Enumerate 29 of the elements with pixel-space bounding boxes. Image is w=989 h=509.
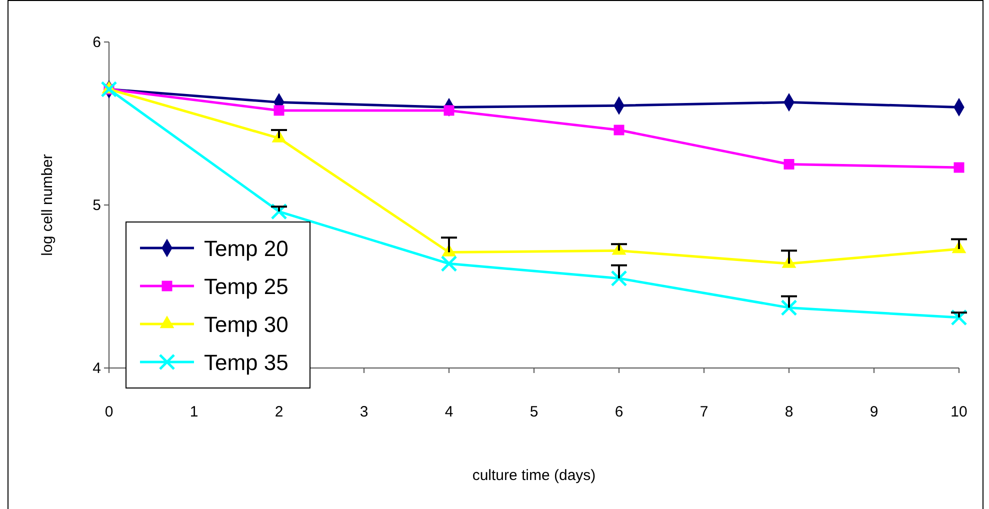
y-axis-title: log cell number xyxy=(39,154,56,256)
x-tick-label: 8 xyxy=(784,404,794,421)
x-tick-label: 4 xyxy=(444,404,454,421)
point xyxy=(610,270,628,287)
x-tick-label: 6 xyxy=(614,404,624,421)
point xyxy=(440,255,458,272)
legend-label: Temp 35 xyxy=(204,350,288,375)
x-tick-label: 3 xyxy=(360,404,368,421)
x-tick-label: 0 xyxy=(104,404,114,421)
point xyxy=(784,159,794,170)
x-axis-title: culture time (days) xyxy=(472,467,596,484)
point xyxy=(274,105,284,116)
legend-label: Temp 30 xyxy=(204,312,288,337)
x-tick-label: 2 xyxy=(274,404,284,421)
point xyxy=(614,124,624,136)
y-tick-label: 4 xyxy=(92,360,101,377)
point xyxy=(954,162,964,173)
x-tick-label: 5 xyxy=(530,404,538,421)
y-tick-label: 6 xyxy=(92,34,101,51)
point xyxy=(780,299,798,316)
point xyxy=(100,81,118,98)
legend-label: Temp 20 xyxy=(204,236,288,261)
x-tick-label: 10 xyxy=(950,404,968,421)
x-tick-label: 7 xyxy=(700,404,708,421)
x-tick-label: 9 xyxy=(870,404,878,421)
y-tick-label: 5 xyxy=(92,196,101,214)
point xyxy=(444,105,454,116)
x-tick-label: 1 xyxy=(190,404,198,421)
legend-label: Temp 25 xyxy=(204,274,288,299)
